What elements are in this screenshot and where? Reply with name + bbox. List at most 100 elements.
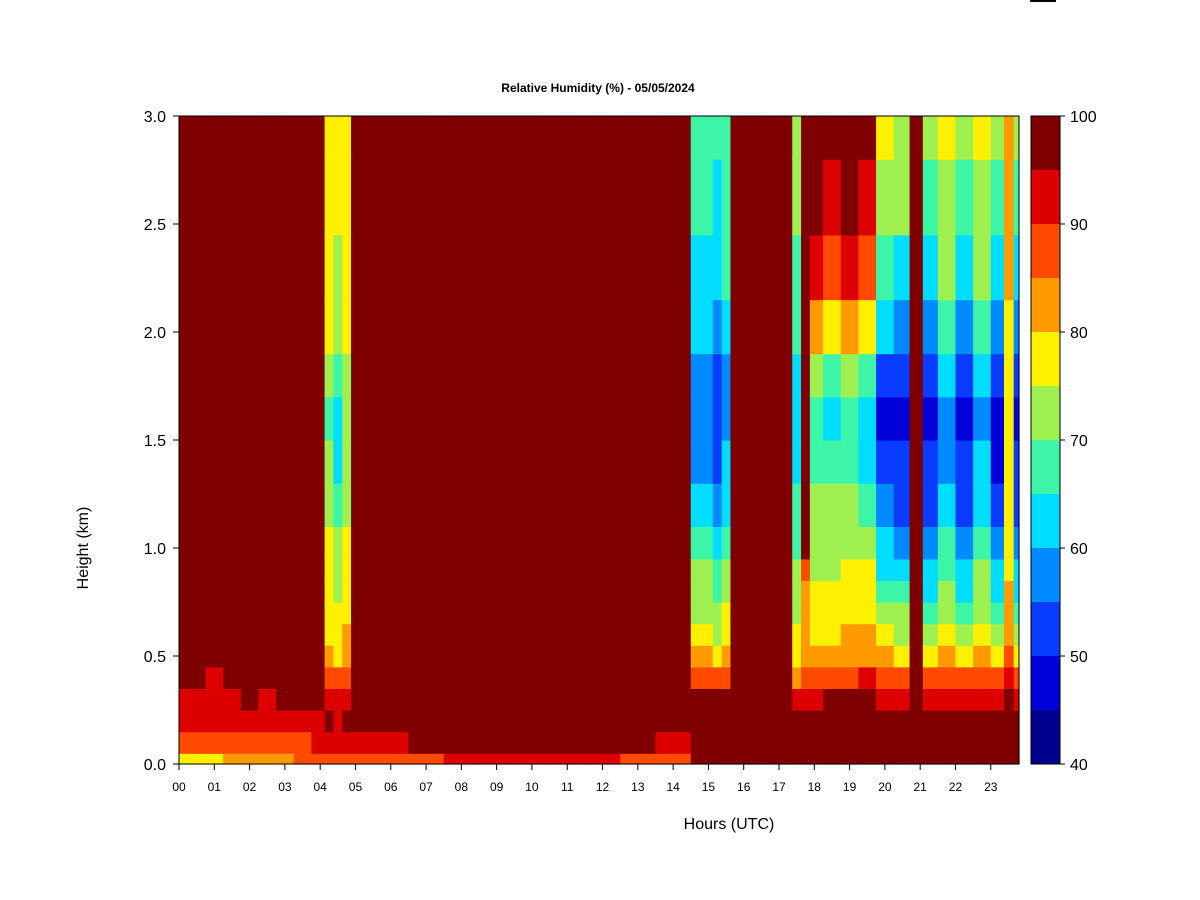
heatmap-cell [549,666,586,689]
heatmap-cell [712,623,723,646]
heatmap-cell [712,710,723,733]
heatmap-cell [333,353,343,398]
heatmap-cell [922,396,939,441]
heatmap-cell [823,623,842,646]
heatmap-cell [937,526,957,560]
heatmap-cell [748,234,776,301]
heatmap-cell [655,731,692,754]
x-axis-label: Hours (UTC) [684,816,775,833]
heatmap-cell [342,299,352,355]
heatmap-cell [514,558,551,581]
heatmap-cell [311,666,326,689]
heatmap-cell [712,353,723,398]
heatmap-cell [408,558,445,581]
heatmap-cell [311,558,326,581]
colorbar-swatch [1031,494,1060,548]
heatmap-cell [990,731,1005,754]
heatmap-cell [205,645,224,668]
heatmap-cell [584,353,621,398]
x-tick-label: 14 [666,780,680,794]
colorbar-swatch [1031,170,1060,224]
heatmap-cell [223,666,242,689]
heatmap-cell [801,353,811,398]
heatmap-cell [514,159,551,236]
heatmap-cell [240,353,260,398]
heatmap-cell [620,688,657,711]
x-axis: 00 01 02 03 04 05 06 07 08 09 10 11 12 13 14 15 16 17 18 19… [172,764,998,794]
heatmap-cell [801,602,811,625]
heatmap-cell [893,558,911,581]
y-tick-label: 1.0 [144,541,166,558]
heatmap-cell [973,666,992,689]
heatmap-cell [1004,483,1015,527]
heatmap-cell [514,602,551,625]
heatmap-cell [955,299,974,355]
heatmap-cell [858,558,877,581]
heatmap-cell [620,396,657,441]
heatmap-cell [955,623,974,646]
heatmap-cell [721,602,732,625]
heatmap-cell [1004,666,1015,689]
heatmap-cell [858,396,877,441]
y-axis-label: Height (km) [75,507,92,590]
heatmap-cell [973,602,992,625]
heatmap-cell [922,526,939,560]
heatmap-cell [443,623,480,646]
heatmap-cell [858,710,877,733]
heatmap-cell [549,623,586,646]
heatmap-cell [721,526,732,560]
heatmap-cell [223,159,242,236]
heatmap-cell [690,353,714,398]
heatmap-cell [990,234,1005,301]
heatmap-cell [774,753,793,765]
heatmap-cell [514,234,551,301]
heatmap-cell [721,558,732,581]
heatmap-cell [712,580,723,603]
heatmap-cell [311,753,326,765]
heatmap-cell [408,299,445,355]
heatmap-cell [479,623,515,646]
heatmap-cell [549,159,586,236]
heatmap-cell [774,710,793,733]
heatmap-cell [1004,688,1015,711]
heatmap-cell [690,558,714,581]
heatmap-cell [240,602,260,625]
heatmap-cell [351,710,374,733]
heatmap-cell [258,623,277,646]
heatmap-cell [311,299,326,355]
heatmap-cell [408,710,445,733]
heatmap-cell [792,396,802,441]
heatmap-cell [443,234,480,301]
heatmap-cell [774,234,793,301]
heatmap-cell [223,580,242,603]
heatmap-cell [311,526,326,560]
heatmap-cell [620,580,657,603]
heatmap-cell [479,440,515,484]
heatmap-cell [809,688,824,711]
heatmap-cell [955,483,974,527]
heatmap-cell [730,623,749,646]
heatmap-cell [809,602,824,625]
colorbar-tick-label: 100 [1070,109,1097,126]
heatmap-cell [324,688,335,711]
heatmap-cell [774,159,793,236]
heatmap-cell [973,710,992,733]
heatmap-cell [990,526,1005,560]
heatmap-cell [333,396,343,441]
heatmap-cell [276,666,295,689]
heatmap-cell [721,623,732,646]
heatmap-cell [748,353,776,398]
heatmap-cell [893,526,911,560]
heatmap-cell [342,645,352,668]
heatmap-cell [351,396,374,441]
heatmap-cell [324,526,335,560]
heatmap-cell [443,731,480,754]
heatmap-cell [1004,558,1015,581]
heatmap-cell [937,710,957,733]
heatmap-cell [276,526,295,560]
heatmap-cell [937,731,957,754]
heatmap-cell [909,440,924,484]
heatmap-cell [620,710,657,733]
heatmap-cell [922,558,939,581]
heatmap-cell [922,645,939,668]
